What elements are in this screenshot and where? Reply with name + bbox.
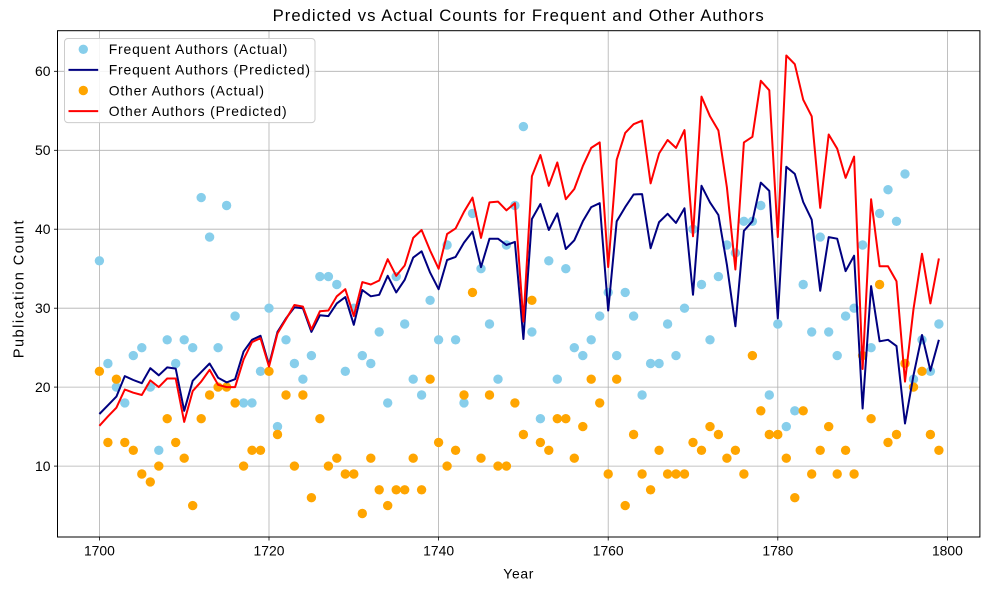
svg-text:50: 50 [35,142,51,158]
svg-text:30: 30 [35,300,51,316]
svg-text:60: 60 [35,63,51,79]
svg-text:20: 20 [35,379,51,395]
svg-text:Frequent Authors (Actual): Frequent Authors (Actual) [109,41,289,57]
svg-text:Frequent Authors (Predicted): Frequent Authors (Predicted) [109,62,311,78]
svg-text:40: 40 [35,221,51,237]
svg-text:1760: 1760 [593,543,624,559]
svg-text:1800: 1800 [932,543,963,559]
svg-text:Predicted vs Actual Counts for: Predicted vs Actual Counts for Frequent … [273,6,765,25]
svg-text:Year: Year [503,566,534,582]
svg-text:1700: 1700 [84,543,115,559]
svg-text:Publication Count: Publication Count [12,219,28,358]
svg-text:Other Authors (Actual): Other Authors (Actual) [109,82,265,98]
svg-text:1720: 1720 [254,543,285,559]
svg-text:1740: 1740 [423,543,454,559]
svg-text:10: 10 [35,458,51,474]
svg-text:1780: 1780 [762,543,793,559]
svg-text:Other Authors (Predicted): Other Authors (Predicted) [109,103,288,119]
